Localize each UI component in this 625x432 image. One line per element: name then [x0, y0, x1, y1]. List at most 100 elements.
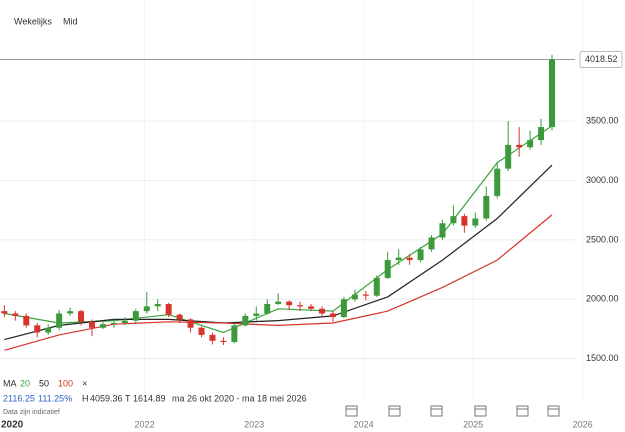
candle-body [450, 216, 457, 224]
high-label: H [82, 393, 89, 403]
candle-body [505, 144, 512, 169]
candle [417, 247, 424, 263]
candle-body [308, 306, 315, 309]
candle [99, 320, 106, 329]
candle-body [384, 260, 391, 278]
candle [472, 212, 479, 228]
x-tick-label: 2026 [573, 419, 593, 429]
candle-body [110, 323, 117, 325]
candle [67, 307, 74, 316]
candle [461, 213, 468, 233]
candle [45, 324, 52, 335]
candle [242, 313, 249, 327]
change: 2116.25 [3, 393, 35, 403]
candle-body [395, 257, 402, 261]
candle [78, 309, 85, 326]
candle-body [220, 340, 227, 342]
candle [132, 308, 139, 323]
y-tick-label: 3500.00 [586, 116, 619, 126]
candle [176, 313, 183, 323]
candle-body [165, 304, 172, 315]
candle-body [329, 313, 336, 318]
candle-body [154, 304, 161, 307]
x-tick-label: 2022 [135, 419, 155, 429]
candle [165, 302, 172, 318]
candle-body [472, 218, 479, 226]
candle [329, 311, 336, 322]
last-price-box [579, 51, 623, 69]
y-tick-label: 1500.00 [586, 353, 619, 363]
candle-body [121, 320, 128, 323]
candle [121, 317, 128, 326]
candle [362, 290, 369, 301]
date-range: ma 26 okt 2020 - ma 18 mei 2026 [172, 393, 307, 403]
low: 1614.89 [133, 393, 166, 403]
candle-body [297, 305, 304, 307]
candle [286, 300, 293, 310]
candle [450, 205, 457, 226]
candle [1, 305, 8, 318]
candle-body [286, 301, 293, 306]
candle-body [417, 249, 424, 261]
candle [209, 332, 216, 345]
change-pct: 111.25% [38, 393, 72, 403]
x-tick-label: 2023 [244, 419, 264, 429]
candle [340, 296, 347, 319]
legend-entry: 50 [39, 378, 49, 388]
interval[interactable]: Wekelijks [14, 16, 52, 26]
ma-label: MA [3, 378, 17, 388]
candle [319, 306, 325, 316]
event-icons [345, 405, 560, 417]
candle-body [89, 321, 95, 328]
candle-body [132, 311, 139, 321]
candle [516, 127, 523, 157]
candle-body [319, 308, 325, 314]
candle-body [242, 315, 249, 326]
candle [384, 251, 391, 280]
candle-body [428, 237, 435, 250]
candle-body [516, 144, 523, 148]
legend-entry: 20 [20, 378, 30, 388]
candle-body [362, 294, 369, 296]
candle [198, 326, 205, 338]
candle-body [78, 311, 85, 322]
candle-body [198, 327, 205, 335]
candle [110, 319, 117, 328]
candle-body [483, 195, 490, 219]
high: 4059.36 [90, 393, 123, 403]
candle [231, 323, 238, 344]
candle [56, 309, 63, 331]
candle-body [34, 325, 41, 333]
candle [143, 292, 150, 314]
candle [12, 311, 19, 321]
candle [275, 293, 282, 306]
candle-body [67, 311, 74, 314]
candle-body [373, 277, 380, 296]
legend-entry: 100 [58, 378, 73, 388]
candle-body [12, 313, 19, 316]
y-tick-label: 3000.00 [586, 175, 619, 185]
candle [253, 306, 260, 321]
candle-body [209, 334, 216, 341]
candle-body [406, 257, 413, 261]
candle [527, 130, 534, 150]
last-price-label: 4018.52 [585, 54, 618, 64]
low-label: T [125, 393, 131, 403]
candle [220, 337, 227, 345]
candle-body [56, 313, 63, 328]
candle [483, 186, 490, 221]
candle-body [23, 315, 30, 326]
ma-remove[interactable]: × [82, 378, 87, 388]
candle-body [351, 294, 358, 300]
price-type[interactable]: Mid [63, 16, 78, 26]
candle [406, 254, 413, 265]
candle-body [1, 311, 8, 314]
candle-body [143, 306, 150, 312]
candle-body [461, 216, 468, 226]
candle [395, 249, 402, 265]
candle [351, 289, 358, 302]
candle-body [176, 314, 183, 320]
candle [439, 219, 446, 240]
